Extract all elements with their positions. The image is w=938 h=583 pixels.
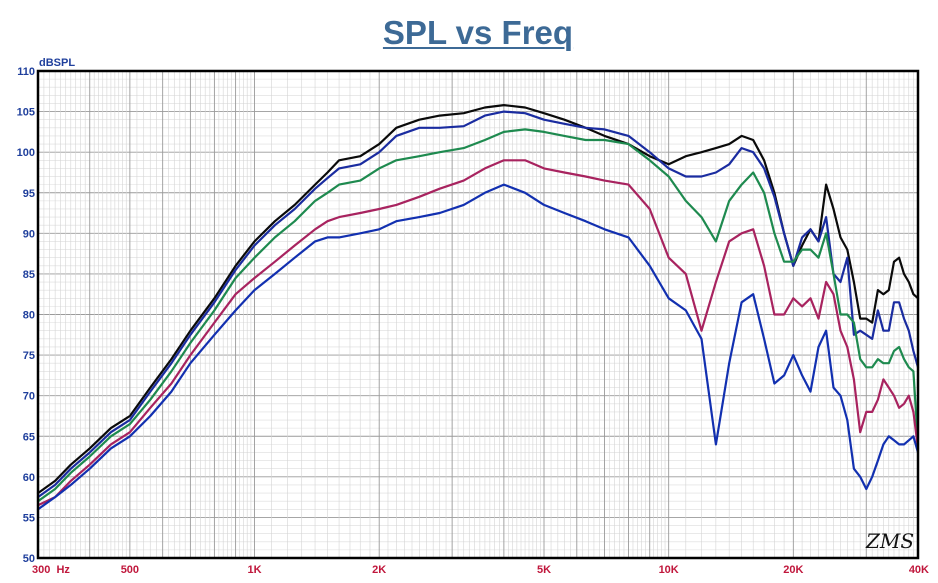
series-line-5 — [36, 183, 920, 511]
series-lines — [36, 104, 920, 511]
y-tick-label: 90 — [23, 228, 35, 240]
y-tick-label: 60 — [23, 472, 35, 484]
x-tick-label: 500 — [121, 564, 139, 576]
y-tick-label: 105 — [17, 107, 35, 119]
y-tick-label: 55 — [23, 512, 35, 524]
x-tick-label: 1K — [248, 564, 262, 576]
x-tick-label: 10K — [659, 564, 679, 576]
y-tick-label: 85 — [23, 269, 35, 281]
y-tick-label: 110 — [17, 66, 35, 78]
y-tick-label: 75 — [23, 350, 35, 362]
x-tick-label: 20K — [783, 564, 803, 576]
y-tick-label: 100 — [17, 147, 35, 159]
y-tick-label: 80 — [23, 310, 35, 322]
series-line-4 — [36, 159, 920, 507]
x-tick-label: 5K — [537, 564, 551, 576]
y-tick-label: 95 — [23, 188, 35, 200]
chart-title: SPL vs Freq — [382, 14, 574, 51]
series-line-3 — [36, 128, 920, 503]
grid — [37, 70, 919, 559]
plot-frame — [36, 69, 920, 560]
x-tick-label: 300 Hz — [32, 564, 70, 576]
series-line-1 — [36, 104, 920, 495]
x-tick-label: 40K — [909, 564, 929, 576]
x-tick-label: 2K — [372, 564, 386, 576]
series-line-2 — [36, 110, 920, 499]
y-tick-label: 50 — [23, 553, 35, 565]
y-tick-label: 65 — [23, 431, 35, 443]
watermark-logo: ZMS — [865, 529, 914, 553]
y-tick-label: 70 — [23, 391, 35, 403]
y-axis-label: dBSPL — [39, 57, 75, 69]
